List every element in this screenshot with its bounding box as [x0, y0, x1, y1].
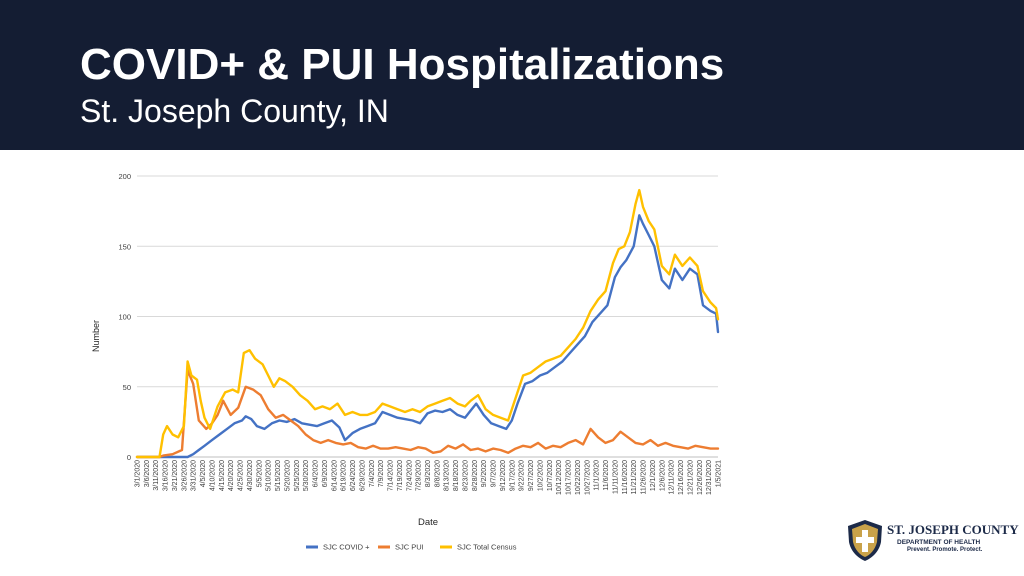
x-tick-label-16: 5/20/2020: [284, 460, 291, 491]
x-tick-label-20: 6/9/2020: [322, 460, 329, 487]
y-axis-title: Number: [91, 320, 101, 352]
page-title: COVID+ & PUI Hospitalizations: [80, 40, 725, 89]
x-tick-label-4: 3/21/2020: [172, 460, 179, 491]
series-line-0: [135, 214, 720, 459]
y-tick-label-100: 100: [118, 313, 131, 322]
title-banner: COVID+ & PUI Hospitalizations St. Joseph…: [0, 0, 1024, 150]
x-tick-label-17: 5/25/2020: [294, 460, 301, 491]
legend-label-1: SJC PUI: [395, 543, 424, 552]
x-tick-label-56: 12/6/2020: [659, 460, 666, 491]
y-tick-label-50: 50: [123, 383, 131, 392]
x-tick-label-41: 9/22/2020: [519, 460, 526, 491]
x-tick-label-24: 6/29/2020: [359, 460, 366, 491]
x-tick-label-36: 8/28/2020: [472, 460, 479, 491]
x-tick-label-43: 10/2/2020: [537, 460, 544, 491]
x-tick-label-9: 4/15/2020: [219, 460, 226, 491]
x-tick-label-2: 3/11/2020: [153, 460, 160, 491]
x-tick-label-0: 3/1/2020: [135, 460, 142, 487]
x-tick-label-38: 9/7/2020: [491, 460, 498, 487]
x-tick-label-8: 4/10/2020: [209, 460, 216, 491]
logo-tagline: Prevent. Promote. Protect.: [907, 547, 983, 553]
series-line-1: [135, 368, 720, 459]
x-tick-label-23: 6/24/2020: [350, 460, 357, 491]
x-tick-label-29: 7/24/2020: [406, 460, 413, 491]
shield-cross-icon: [848, 520, 882, 561]
x-tick-label-12: 4/30/2020: [247, 460, 254, 491]
x-tick-label-62: 1/5/2021: [716, 460, 723, 487]
x-tick-label-7: 4/5/2020: [200, 460, 207, 487]
x-tick-label-48: 10/27/2020: [584, 460, 591, 495]
logo-department: DEPARTMENT OF HEALTH: [897, 539, 981, 546]
x-tick-label-45: 10/12/2020: [556, 460, 563, 495]
x-tick-label-46: 10/17/2020: [566, 460, 573, 495]
x-tick-label-19: 6/4/2020: [313, 460, 320, 487]
x-tick-label-51: 11/11/2020: [612, 460, 619, 494]
x-tick-label-44: 10/7/2020: [547, 460, 554, 491]
x-tick-label-53: 11/21/2020: [631, 460, 638, 495]
x-tick-label-22: 6/19/2020: [341, 460, 348, 491]
x-tick-label-49: 11/1/2020: [594, 460, 601, 491]
health-department-logo: ST. JOSEPH COUNTY DEPARTMENT OF HEALTH P…: [845, 518, 1019, 562]
x-tick-label-21: 6/14/2020: [331, 460, 338, 491]
x-tick-label-47: 10/22/2020: [575, 460, 582, 495]
x-tick-label-42: 9/27/2020: [528, 460, 535, 491]
x-tick-label-11: 4/25/2020: [238, 460, 245, 491]
x-tick-label-26: 7/9/2020: [378, 460, 385, 487]
x-tick-label-60: 12/26/2020: [697, 460, 704, 495]
x-tick-label-13: 5/5/2020: [256, 460, 263, 487]
x-tick-label-18: 5/30/2020: [303, 460, 310, 491]
hospitalizations-line-chart: 0 50 100 150 200 3/1/2020 3/6/2020 3/11/2020 3/1…: [91, 172, 723, 552]
legend-label-0: SJC COVID +: [323, 543, 370, 552]
x-axis-title: Date: [418, 517, 438, 528]
x-tick-label-32: 8/8/2020: [434, 460, 441, 487]
x-tick-label-54: 11/26/2020: [641, 460, 648, 495]
x-tick-label-34: 8/18/2020: [453, 460, 460, 491]
x-tick-label-37: 9/2/2020: [481, 460, 488, 487]
x-tick-label-59: 12/21/2020: [687, 460, 694, 495]
page-subtitle: St. Joseph County, IN: [80, 93, 389, 129]
logo-name: ST. JOSEPH COUNTY: [887, 522, 1019, 537]
x-tick-label-57: 12/11/2020: [669, 460, 676, 495]
x-tick-label-28: 7/19/2020: [397, 460, 404, 491]
x-tick-label-3: 3/16/2020: [163, 460, 170, 491]
x-tick-label-25: 7/4/2020: [369, 460, 376, 487]
x-tick-label-40: 9/17/2020: [509, 460, 516, 491]
x-tick-label-39: 9/12/2020: [500, 460, 507, 491]
x-tick-label-15: 5/15/2020: [275, 460, 282, 491]
series-line-2: [135, 188, 720, 459]
x-tick-label-33: 8/13/2020: [444, 460, 451, 491]
x-tick-label-27: 7/14/2020: [388, 460, 395, 491]
x-tick-label-61: 12/31/2020: [706, 460, 713, 495]
y-tick-label-150: 150: [118, 242, 131, 251]
legend-label-2: SJC Total Census: [457, 543, 517, 552]
x-tick-label-14: 5/10/2020: [266, 460, 273, 491]
y-tick-label-200: 200: [118, 172, 131, 181]
x-tick-label-10: 4/20/2020: [228, 460, 235, 491]
x-tick-label-50: 11/6/2020: [603, 460, 610, 491]
x-tick-label-55: 12/1/2020: [650, 460, 657, 491]
x-tick-label-58: 12/16/2020: [678, 460, 685, 495]
x-tick-label-35: 8/23/2020: [462, 460, 469, 491]
y-tick-label-0: 0: [127, 453, 131, 462]
x-tick-label-30: 7/29/2020: [416, 460, 423, 491]
x-tick-label-31: 8/3/2020: [425, 460, 432, 487]
x-tick-label-52: 11/16/2020: [622, 460, 629, 495]
x-tick-label-6: 3/31/2020: [191, 460, 198, 491]
x-tick-label-1: 3/6/2020: [144, 460, 151, 487]
x-tick-label-5: 3/26/2020: [181, 460, 188, 491]
